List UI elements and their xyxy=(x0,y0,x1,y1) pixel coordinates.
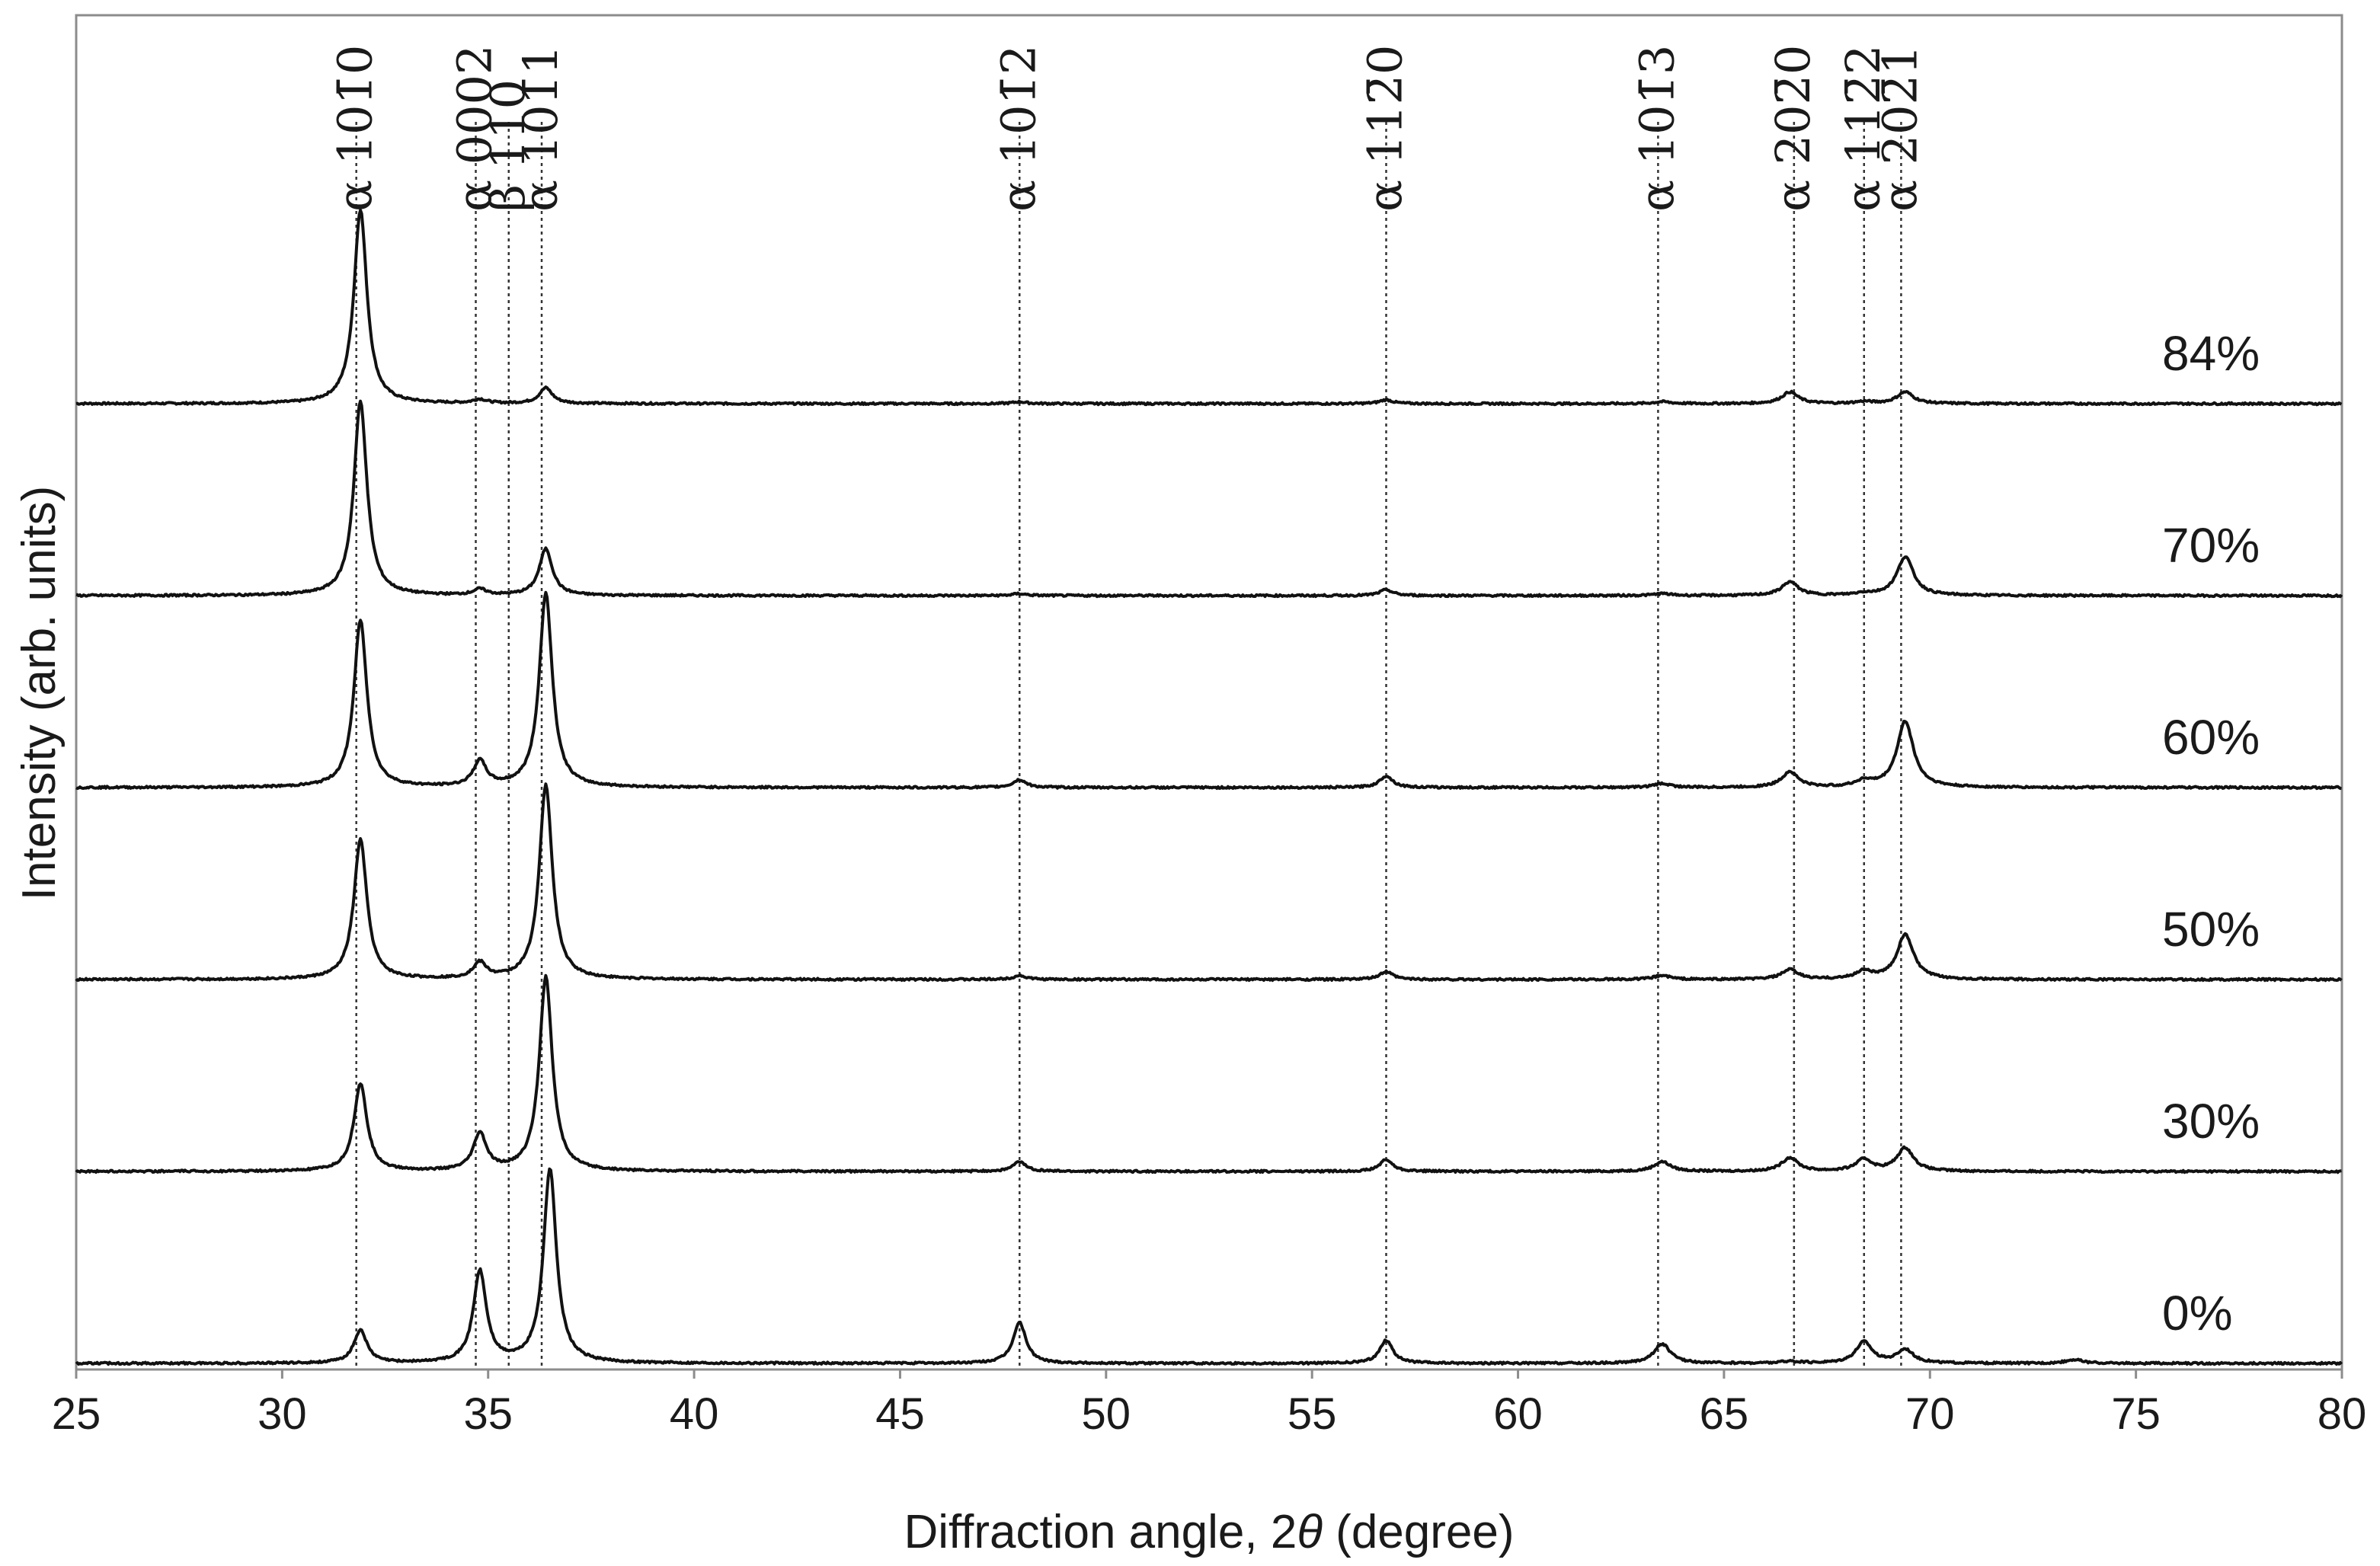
series-1: 84% xyxy=(75,209,2343,407)
x-axis-title: Diffraction angle, 2θ (degree) xyxy=(904,1506,1514,1558)
x-axis-title-unit: (degree) xyxy=(1323,1506,1515,1558)
series-trace xyxy=(75,782,2343,983)
series-6: 0% xyxy=(75,1167,2343,1366)
peak-marker-label: α 202̄1 xyxy=(1872,45,1927,212)
series-trace xyxy=(75,399,2343,599)
series-label: 84% xyxy=(2162,326,2260,381)
x-tick-label: 30 xyxy=(258,1389,307,1439)
series-trace xyxy=(75,209,2343,407)
peak-marker-label: α 101̄1 xyxy=(513,45,568,212)
x-axis-title-text: Diffraction angle, 2 xyxy=(904,1506,1297,1558)
series-label: 30% xyxy=(2162,1094,2260,1149)
peak-marker-label: α 112̄2 xyxy=(1835,45,1891,212)
x-axis: 25 30 35 40 45 50 55 60 65 70 75 80 xyxy=(52,1369,2367,1439)
peak-marker-label: α 202̄0 xyxy=(1765,45,1821,212)
series-2: 70% xyxy=(75,399,2343,599)
peak-marker-label: α 101̄3 xyxy=(1629,45,1684,212)
plot-frame xyxy=(75,14,2343,1371)
series-3: 60% xyxy=(75,590,2342,791)
series-trace xyxy=(75,973,2342,1174)
series-label: 60% xyxy=(2162,710,2260,765)
series-label: 70% xyxy=(2162,518,2260,573)
y-axis-title: Intensity (arb. units) xyxy=(13,486,66,900)
peak-marker-label: α 0002 xyxy=(447,45,503,212)
x-tick-label: 70 xyxy=(1905,1389,1955,1439)
series-5: 30% xyxy=(75,973,2342,1174)
peak-marker-label: α 112̄0 xyxy=(1358,45,1413,212)
x-tick-label: 25 xyxy=(52,1389,101,1439)
x-tick-label: 40 xyxy=(670,1389,719,1439)
series-trace xyxy=(75,1167,2343,1366)
series-label: 0% xyxy=(2162,1286,2233,1341)
x-axis-title-symbol: θ xyxy=(1297,1506,1323,1558)
peak-marker-label: α 101̄0 xyxy=(328,45,383,212)
x-tick-label: 35 xyxy=(463,1389,513,1439)
x-tick-label: 65 xyxy=(1700,1389,1749,1439)
x-tick-label: 60 xyxy=(1493,1389,1543,1439)
peak-marker-label: α 101̄2 xyxy=(990,45,1046,212)
series-4: 50% xyxy=(75,782,2343,983)
peak-marker-label: β 110 xyxy=(480,79,536,212)
series-group: 84% 70% 60% 50% 30% 0% xyxy=(75,209,2343,1366)
x-tick-label: 50 xyxy=(1082,1389,1131,1439)
series-label: 50% xyxy=(2162,902,2260,957)
x-tick-label: 55 xyxy=(1288,1389,1337,1439)
series-trace xyxy=(75,590,2342,791)
x-tick-label: 45 xyxy=(875,1389,925,1439)
x-tick-label: 75 xyxy=(2111,1389,2161,1439)
x-tick-label: 80 xyxy=(2318,1389,2367,1439)
